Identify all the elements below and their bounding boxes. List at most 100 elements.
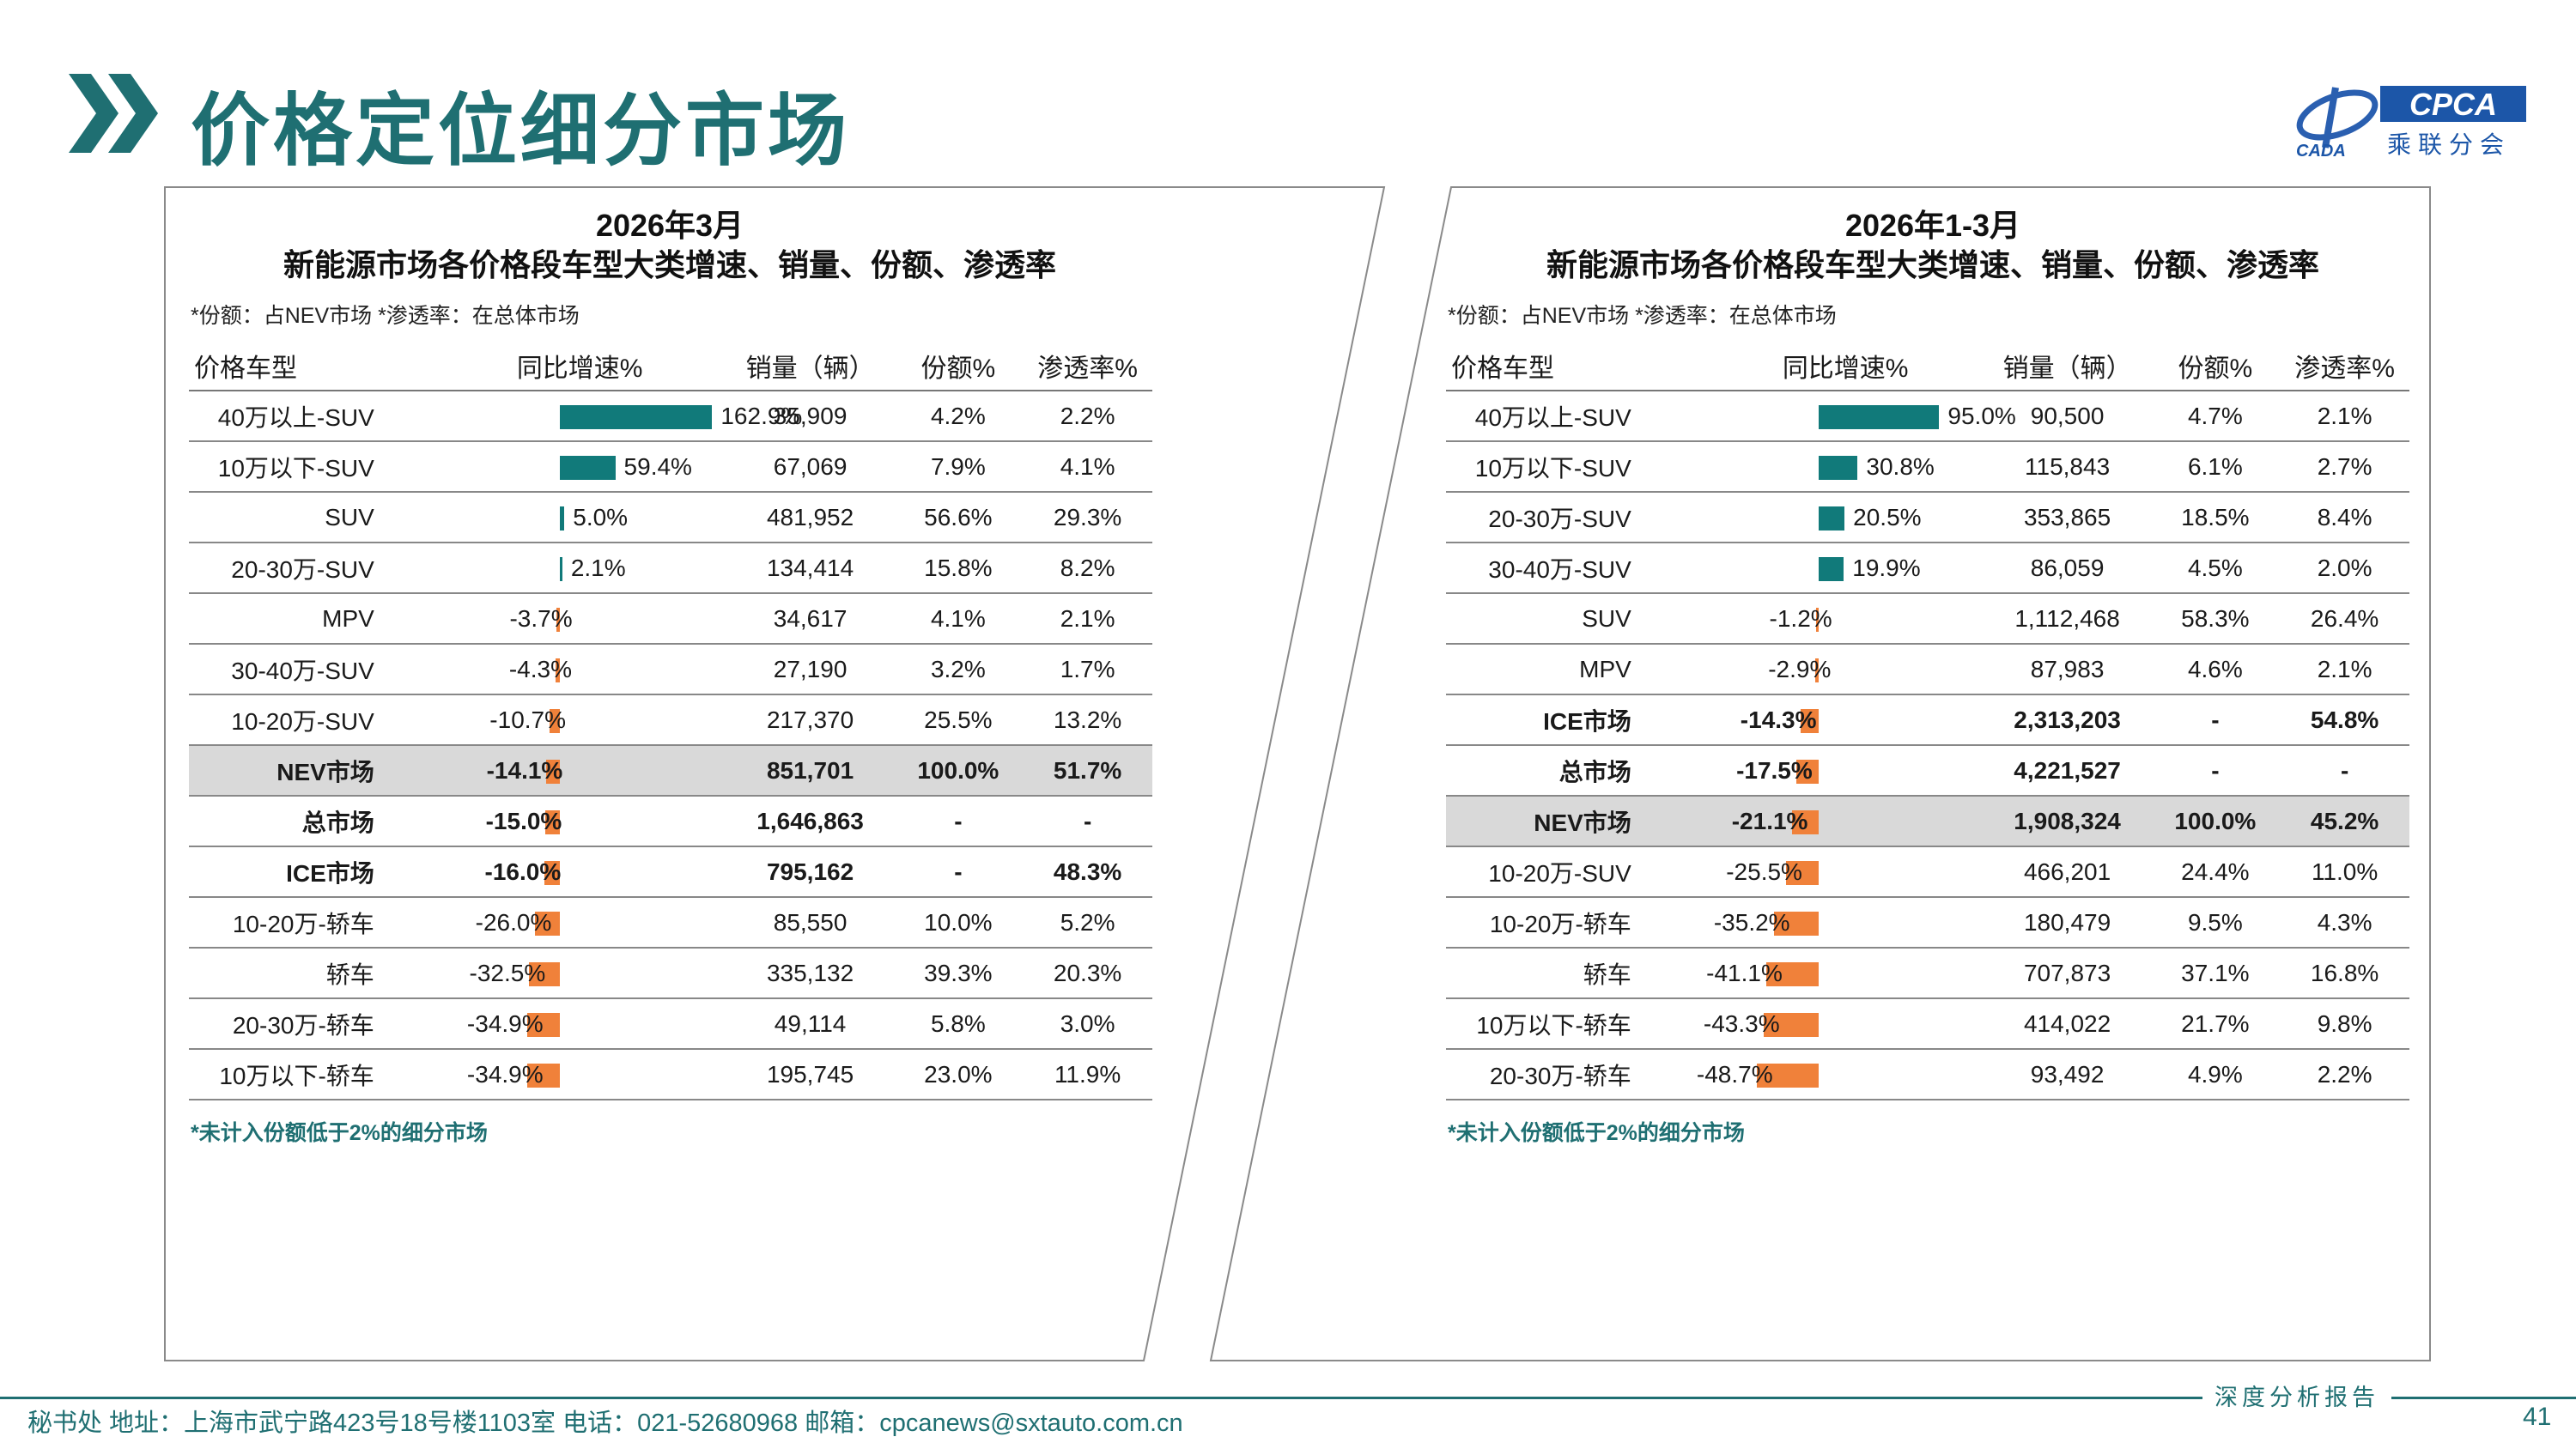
panel-right-subtitle: 新能源市场各价格段车型大类增速、销量、份额、渗透率	[1546, 247, 2319, 282]
growth-label: -14.1%	[486, 757, 563, 784]
growth-bar-negative	[545, 810, 560, 834]
growth-bar-negative	[1800, 709, 1819, 733]
panel-left-footnote: *未计入份额低于2%的细分市场	[191, 1121, 488, 1145]
cell-sales: 87,983	[1984, 644, 2151, 695]
growth-label: 162.9%	[720, 403, 803, 429]
panel-right: 2026年1-3月 新能源市场各价格段车型大类增速、销量、份额、渗透率 *份额：…	[1439, 196, 2427, 1346]
cell-penetration: 2.0%	[2280, 543, 2409, 594]
table-row: 10-20万-轿车 -35.2% 180,479 9.5% 4.3%	[1446, 897, 2409, 949]
cell-penetration: 11.0%	[2280, 846, 2409, 898]
cell-sales: 195,745	[726, 1049, 894, 1100]
cell-penetration: 1.7%	[1023, 644, 1152, 695]
cell-share: 4.1%	[893, 593, 1024, 645]
cell-category: 10-20万-SUV	[1446, 846, 1637, 898]
growth-bar-positive	[559, 456, 616, 480]
growth-label: -15.0%	[485, 808, 562, 834]
panel-left-subtitle: 新能源市场各价格段车型大类增速、销量、份额、渗透率	[283, 247, 1056, 282]
cell-growth: -48.7%	[1636, 1049, 1984, 1100]
cell-growth: -17.5%	[1636, 745, 1984, 797]
cell-category: 30-40万-SUV	[189, 644, 380, 695]
cell-growth: 20.5%	[1636, 492, 1984, 543]
col-header-penetration: 渗透率%	[2280, 342, 2409, 391]
cell-growth: -14.3%	[1636, 694, 1984, 746]
growth-label: 19.9%	[1852, 555, 1921, 581]
cell-share: 15.8%	[893, 543, 1024, 594]
growth-bar-positive	[559, 506, 565, 530]
table-row: ICE市场 -16.0% 795,162-48.3%	[189, 846, 1152, 898]
table-row: 20-30万-轿车 -48.7% 93,492 4.9% 2.2%	[1446, 1049, 2409, 1100]
col-header-sales: 销量（辆）	[1984, 342, 2151, 391]
cell-penetration: 54.8%	[2280, 694, 2409, 746]
cell-sales: 4,221,527	[1984, 745, 2151, 797]
cell-penetration: 2.2%	[1023, 391, 1152, 442]
growth-bar-negative	[556, 658, 560, 682]
cell-growth: -16.0%	[379, 846, 727, 898]
panel-left-note: *份额：占NEV市场 *渗透率：在总体市场	[191, 304, 580, 328]
cell-category: 总市场	[189, 796, 380, 847]
growth-bar-negative	[526, 1013, 560, 1037]
growth-bar-negative	[526, 1064, 560, 1088]
cell-category: ICE市场	[1446, 694, 1637, 746]
growth-label: 59.4%	[623, 453, 692, 480]
growth-label: -34.9%	[466, 1061, 544, 1088]
cell-sales: 1,646,863	[726, 796, 894, 847]
growth-bar-negative	[556, 608, 560, 632]
cell-share: 100.0%	[893, 745, 1024, 797]
cell-penetration: 4.1%	[1023, 441, 1152, 493]
cell-sales: 481,952	[726, 492, 894, 543]
cell-growth: -1.2%	[1636, 593, 1984, 645]
cell-penetration: 2.1%	[1023, 593, 1152, 645]
cell-category: 10万以下-SUV	[189, 441, 380, 493]
growth-label: 95.0%	[1947, 403, 2016, 429]
panel-right-title: 2026年1-3月	[1844, 208, 2021, 243]
cell-growth: -2.9%	[1636, 644, 1984, 695]
cell-share: 4.2%	[893, 391, 1024, 442]
growth-label: -34.9%	[466, 1010, 544, 1037]
cell-share: 5.8%	[893, 998, 1024, 1050]
cell-share: 7.9%	[893, 441, 1024, 493]
cpca-logo: CPCA CADA 乘联分会	[2284, 77, 2533, 161]
cell-category: NEV市场	[1446, 796, 1637, 847]
table-row: SUV -1.2% 1,112,468 58.3% 26.4%	[1446, 593, 2409, 645]
growth-bar-positive	[1818, 405, 1940, 429]
cell-penetration: 20.3%	[1023, 948, 1152, 999]
cell-penetration: 13.2%	[1023, 694, 1152, 746]
cell-sales: 86,059	[1984, 543, 2151, 594]
growth-label: -35.2%	[1713, 909, 1790, 936]
cell-sales: 67,069	[726, 441, 894, 493]
cell-penetration: 4.3%	[2280, 897, 2409, 949]
cell-category: 20-30万-轿车	[1446, 1049, 1637, 1100]
col-header-share: 份额%	[893, 342, 1024, 391]
table-row: 40万以上-SUV 162.9% 35,909 4.2% 2.2%	[189, 391, 1152, 442]
table-march: 价格车型 同比增速% 销量（辆） 份额% 渗透率% 40万以上-SUV 162.9…	[189, 342, 1152, 1100]
growth-bar-negative	[1791, 810, 1819, 834]
cell-penetration: 26.4%	[2280, 593, 2409, 645]
cell-share: 25.5%	[893, 694, 1024, 746]
cell-sales: 851,701	[726, 745, 894, 797]
growth-bar-negative	[1773, 912, 1819, 936]
cell-growth: -15.0%	[379, 796, 727, 847]
table-row: 30-40万-SUV -4.3% 27,190 3.2% 1.7%	[189, 644, 1152, 695]
cell-share: 58.3%	[2150, 593, 2281, 645]
growth-bar-negative	[529, 962, 560, 986]
cell-growth: 30.8%	[1636, 441, 1984, 493]
col-header-growth: 同比增速%	[379, 342, 727, 391]
table-row: NEV市场 -14.1% 851,701 100.0% 51.7%	[189, 745, 1152, 797]
cell-category: 20-30万-SUV	[1446, 492, 1637, 543]
cell-sales: 134,414	[726, 543, 894, 594]
cell-category: ICE市场	[189, 846, 380, 898]
cell-category: 10-20万-SUV	[189, 694, 380, 746]
cell-category: MPV	[189, 593, 380, 645]
cell-share: 6.1%	[2150, 441, 2281, 493]
table-row: 10-20万-轿车 -26.0% 85,550 10.0% 5.2%	[189, 897, 1152, 949]
cell-share: 37.1%	[2150, 948, 2281, 999]
growth-bar-negative	[544, 861, 560, 885]
cell-growth: -4.3%	[379, 644, 727, 695]
table-row: 10-20万-SUV -25.5% 466,201 24.4% 11.0%	[1446, 846, 2409, 898]
table-row: 轿车 -41.1% 707,873 37.1% 16.8%	[1446, 948, 2409, 999]
cell-penetration: 48.3%	[1023, 846, 1152, 898]
footer-contact: 秘书处 地址：上海市武宁路423号18号楼1103室 电话：021-526809…	[27, 1410, 1183, 1437]
report-tag: 深度分析报告	[2202, 1379, 2391, 1412]
cell-sales: 35,909	[726, 391, 894, 442]
cell-sales: 93,492	[1984, 1049, 2151, 1100]
